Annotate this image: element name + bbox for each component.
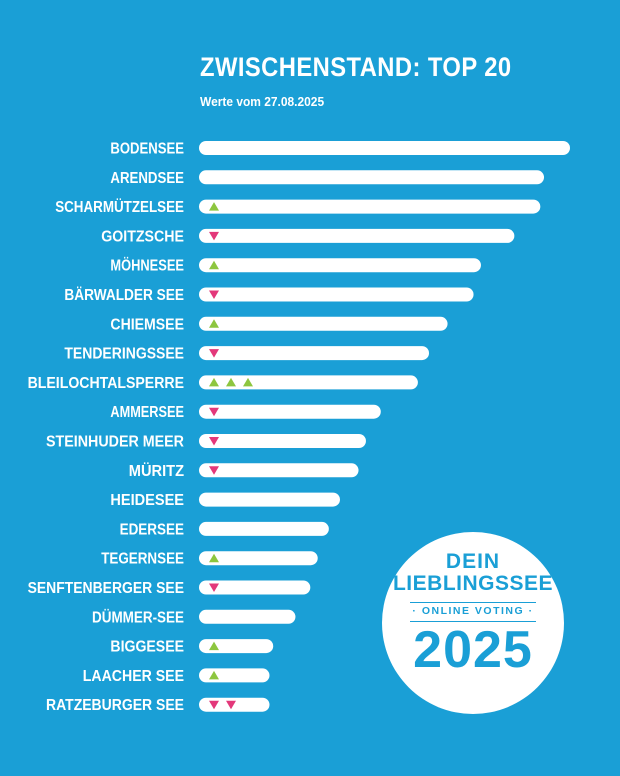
category-label: SENFTENBERGER SEE xyxy=(28,580,184,597)
bar xyxy=(199,141,570,155)
bar xyxy=(199,434,366,448)
bar xyxy=(199,463,359,478)
category-label: BIGGESEE xyxy=(110,639,184,656)
bar-row: MÖHNESEE xyxy=(110,258,481,275)
bar xyxy=(199,492,340,507)
bar-row: DÜMMER-SEE xyxy=(92,609,296,626)
bar xyxy=(199,404,381,419)
category-label: HEIDESEE xyxy=(110,492,184,509)
category-label: BODENSEE xyxy=(110,141,184,158)
trend-down-icon xyxy=(209,437,219,446)
category-label: GOITZSCHE xyxy=(101,228,184,245)
bar-row: STEINHUDER MEER xyxy=(46,434,366,451)
bar-row: CHIEMSEE xyxy=(110,316,448,333)
bar-row: RATZEBURGER SEE xyxy=(46,697,270,714)
bar xyxy=(199,258,481,273)
trend-down-icon xyxy=(209,349,219,358)
bar xyxy=(199,199,541,214)
badge-line-lieblingssee: LIEBLINGSSEE xyxy=(392,572,554,595)
category-label: BÄRWALDER SEE xyxy=(64,287,184,304)
bar xyxy=(199,668,270,683)
bar xyxy=(199,609,296,624)
voting-badge: DEIN LIEBLINGSSEE · ONLINE VOTING · 2025 xyxy=(382,532,564,714)
bar-row: SCHARMÜTZELSEE xyxy=(55,199,541,216)
trend-down-icon xyxy=(209,231,219,241)
badge-line-dein: DEIN xyxy=(445,550,501,573)
bar xyxy=(199,580,311,595)
bar xyxy=(199,639,274,654)
bar-row: LAACHER SEE xyxy=(83,668,270,685)
category-label: ARENDSEE xyxy=(110,170,184,187)
bar-row: HEIDESEE xyxy=(110,492,340,509)
bar xyxy=(199,287,474,302)
trend-down-icon xyxy=(226,700,236,710)
category-label: CHIEMSEE xyxy=(110,316,184,333)
category-label: DÜMMER-SEE xyxy=(92,609,184,626)
trend-up-icon xyxy=(209,319,219,328)
bar-row: EDERSEE xyxy=(120,521,329,538)
bar-row: BIGGESEE xyxy=(110,639,274,656)
category-label: MÖHNESEE xyxy=(110,258,184,275)
bar-row: AMMERSEE xyxy=(110,404,381,421)
bar-row: TEGERNSEE xyxy=(101,551,318,568)
trend-down-icon xyxy=(209,700,219,710)
bar xyxy=(199,375,418,390)
trend-up-icon xyxy=(209,553,219,563)
trend-up-icon xyxy=(209,670,219,680)
bar xyxy=(199,170,545,185)
category-label: SCHARMÜTZELSEE xyxy=(55,199,184,216)
bar-row: TENDERINGSSEE xyxy=(64,346,430,363)
category-label: STEINHUDER MEER xyxy=(46,434,184,451)
badge-online-voting: · ONLINE VOTING · xyxy=(412,605,534,617)
chart-subtitle: Werte vom 27.08.2025 xyxy=(200,94,325,109)
category-label: MÜRITZ xyxy=(129,463,185,480)
bar-row: BÄRWALDER SEE xyxy=(64,287,474,304)
bar xyxy=(199,228,515,243)
bar xyxy=(199,551,318,566)
category-label: RATZEBURGER SEE xyxy=(46,697,184,714)
trend-down-icon xyxy=(209,466,219,475)
bar-row: GOITZSCHE xyxy=(101,228,515,245)
category-label: TEGERNSEE xyxy=(101,551,184,568)
bar xyxy=(199,697,270,712)
bar xyxy=(199,316,448,331)
badge-divider xyxy=(410,602,536,622)
badge-year: 2025 xyxy=(413,621,533,679)
trend-down-icon xyxy=(209,290,219,299)
bar-row: BLEILOCHTALSPERRE xyxy=(28,375,418,392)
bar xyxy=(199,521,329,536)
trend-up-icon xyxy=(243,377,253,387)
category-label: BLEILOCHTALSPERRE xyxy=(28,375,184,392)
trend-down-icon xyxy=(209,407,219,417)
chart-title: ZWISCHENSTAND: TOP 20 xyxy=(200,52,512,82)
trend-up-icon xyxy=(226,377,236,387)
trend-up-icon xyxy=(209,202,219,211)
trend-up-icon xyxy=(209,377,219,387)
bar-row: ARENDSEE xyxy=(110,170,545,187)
category-label: LAACHER SEE xyxy=(83,668,184,685)
category-label: TENDERINGSSEE xyxy=(64,346,184,363)
category-label: AMMERSEE xyxy=(110,404,184,421)
trend-down-icon xyxy=(209,583,219,592)
bar xyxy=(199,346,430,361)
trend-up-icon xyxy=(209,641,219,651)
trend-up-icon xyxy=(209,260,219,270)
bar-row: MÜRITZ xyxy=(129,463,359,480)
category-label: EDERSEE xyxy=(120,521,184,538)
bar-row: SENFTENBERGER SEE xyxy=(28,580,311,597)
bar-row: BODENSEE xyxy=(110,141,570,158)
